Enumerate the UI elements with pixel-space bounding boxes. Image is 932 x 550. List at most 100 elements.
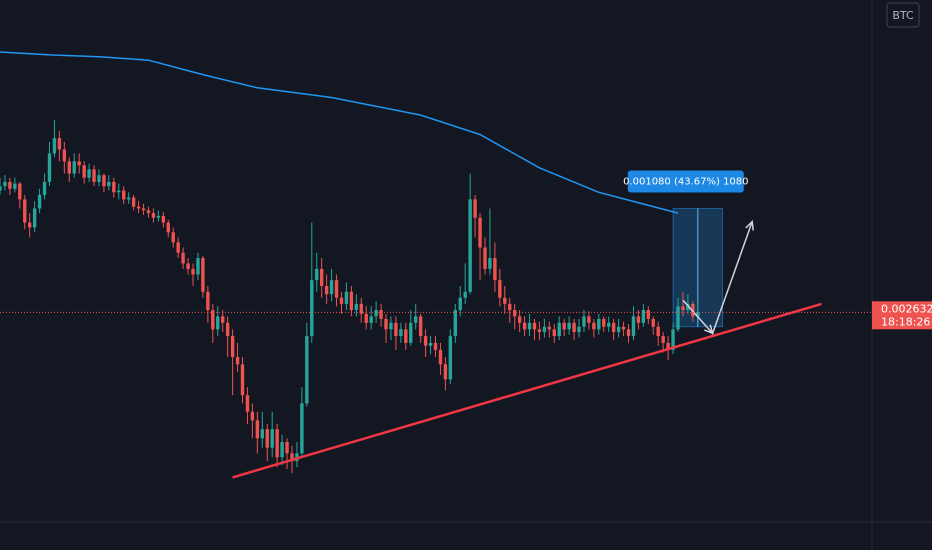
candle-body [389,322,393,330]
candle-body [102,175,106,187]
countdown-label: 18:18:26 [881,315,930,328]
candle-body [503,297,507,304]
candle-body [221,316,225,323]
plot: 0.001080 (43.67%) 1080 [0,51,872,479]
candle-body [122,190,126,200]
candle-body [364,313,368,323]
trendline [232,302,822,479]
candle-body [171,232,175,243]
candle-body [666,342,670,350]
candle-body [522,322,527,330]
candle-body [607,322,611,327]
candle-body [8,181,12,189]
candle-body [681,306,685,311]
candle-body [577,326,581,333]
candle-body [379,310,383,319]
candle-body [136,206,141,209]
candle-body [0,186,2,191]
candle-body [62,149,67,162]
candle-body [414,316,418,323]
candle-body [82,165,86,178]
candle-body [310,280,314,337]
candle-body [369,316,373,323]
candle-body [428,342,433,346]
candle-body [339,297,344,304]
candle-body [384,318,388,330]
candle-body [691,303,695,317]
candle-body [151,213,156,218]
candle-body [176,242,180,253]
candle-body [52,138,57,154]
candle-body [473,199,477,218]
candle-body [651,318,655,327]
candle-body [433,342,438,350]
candle-body [359,303,363,314]
candle-body [483,247,487,269]
candle-body [562,322,566,330]
candle-body [280,442,284,458]
candle-body [587,316,591,323]
candle-body [646,310,651,319]
candle-body [696,312,700,317]
candle-body [27,222,32,228]
candle-body [72,161,76,174]
candle-body [438,349,443,365]
candle-body [463,291,467,298]
candle-body [305,336,309,404]
candle-body [265,429,269,448]
candle-body [399,329,403,337]
candle-body [300,403,304,454]
candle-body [201,258,205,292]
candle-body [112,181,116,193]
candle-body [409,322,413,343]
arrow-head [704,324,714,335]
candle-body [290,453,294,462]
candle-body [32,208,37,228]
candle-body [468,199,472,292]
candle-body [260,429,264,439]
candle-body [582,316,586,327]
candle-body [126,197,131,200]
candle-body [334,280,339,298]
candle-body [23,199,27,223]
candle-body [493,258,497,281]
arrow-head [745,219,754,231]
candle-body [67,161,71,174]
candle-body [602,318,606,327]
candle-body [156,215,161,218]
candle-body [557,322,561,337]
currency-label: BTC [892,9,914,22]
candle-body [270,429,274,448]
candle-body [324,285,329,295]
candle-body [141,208,146,211]
candle-body [235,357,240,365]
candle-body [512,310,517,317]
last-price-tag [872,301,932,330]
candle-body [3,181,7,187]
candle-body [611,322,616,333]
candle-body [344,291,349,304]
candle-body [77,161,81,166]
candle-body [572,322,576,333]
candle-body [453,310,458,337]
candle-body [527,322,532,330]
candle-body [329,280,334,295]
candle-body [196,258,200,275]
candle-body [498,280,502,298]
candle-body [230,336,235,358]
candle-body [18,183,22,200]
currency-box [886,2,920,28]
candle-body [508,303,512,311]
measure-label: 0.001080 (43.67%) 1080 [623,176,748,187]
candle-body [631,316,636,337]
candle-body [656,326,660,337]
candle-body [319,268,324,286]
candle-body [616,326,621,333]
candle-body [206,291,210,311]
candle-body [374,310,378,317]
candle-body [448,336,453,380]
candle-body [315,268,319,281]
candle-body [626,329,631,337]
candle-body [676,306,680,330]
